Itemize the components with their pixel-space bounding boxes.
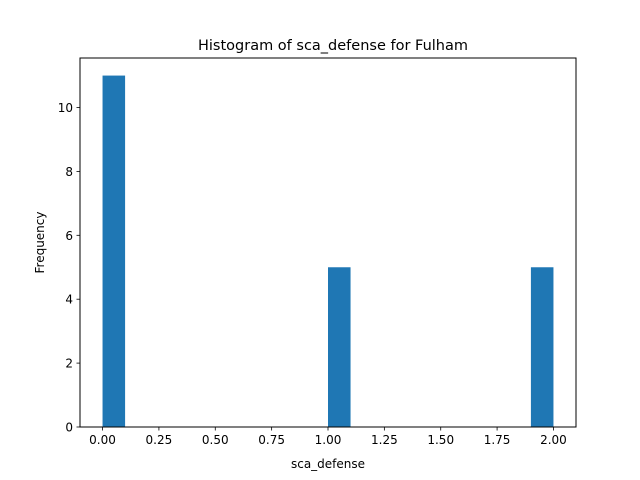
- chart-title: Histogram of sca_defense for Fulham: [198, 38, 468, 54]
- x-axis-label: sca_defense: [291, 457, 365, 471]
- x-tick-label-8: 2.00: [540, 433, 567, 447]
- x-tick-label-6: 1.50: [427, 433, 454, 447]
- y-tick-label-5: 10: [58, 101, 73, 115]
- x-axis-ticks: 0.00 0.25 0.50 0.75 1.00 1.25 1.50 1.75 2.00: [89, 427, 567, 447]
- x-tick-label-2: 0.50: [202, 433, 229, 447]
- x-tick-label-3: 0.75: [258, 433, 285, 447]
- y-axis-ticks: 0 2 4 6 8 10: [58, 101, 80, 435]
- y-tick-label-1: 2: [65, 357, 73, 371]
- y-tick-label-4: 8: [65, 165, 73, 179]
- x-tick-label-1: 0.25: [146, 433, 173, 447]
- x-tick-label-7: 1.75: [484, 433, 511, 447]
- histogram-bar-19: [530, 267, 554, 427]
- y-tick-label-0: 0: [65, 421, 73, 435]
- y-axis-label: Frequency: [33, 212, 47, 274]
- histogram-bar-10: [328, 267, 351, 427]
- y-tick-label-3: 6: [65, 229, 73, 243]
- x-tick-label-5: 1.25: [371, 433, 398, 447]
- y-tick-label-2: 4: [65, 293, 73, 307]
- histogram-bar-0: [102, 75, 126, 428]
- plot-frame: [79, 57, 577, 428]
- x-tick-label-4: 1.00: [315, 433, 342, 447]
- x-tick-label-0: 0.00: [89, 433, 116, 447]
- bars-layer: [102, 75, 554, 428]
